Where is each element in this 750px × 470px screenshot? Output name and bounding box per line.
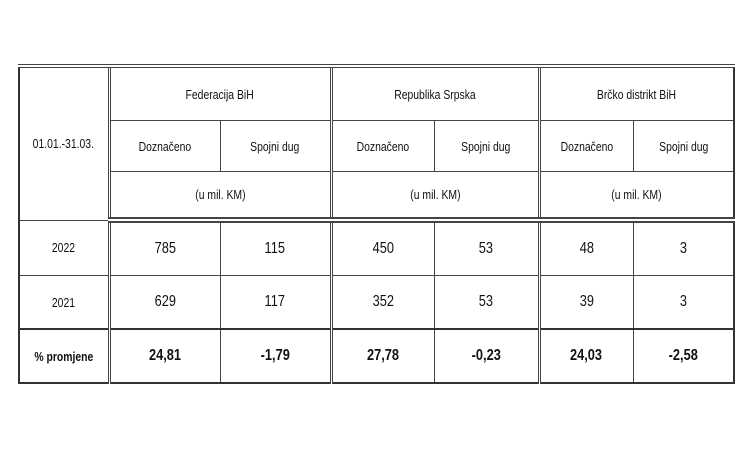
table-row: % promjene 24,81 -1,79 27,78 -0,23 24,03 -2,58 <box>18 328 735 384</box>
unit-header-text: (u mil. KM) <box>611 187 662 202</box>
data-cell-text: 115 <box>264 240 286 257</box>
data-cell-text: 53 <box>478 240 494 257</box>
column-header: Spojni dug <box>219 120 332 172</box>
unit-header: (u mil. KM) <box>107 171 332 223</box>
column-header: Doznačeno <box>329 120 435 172</box>
data-cell-text: 352 <box>372 293 394 310</box>
column-header-text: Doznačeno <box>138 138 192 154</box>
data-cell: 53 <box>433 275 540 330</box>
column-header: Spojni dug <box>632 120 735 172</box>
data-cell-text: 39 <box>579 293 594 310</box>
data-cell-text: 3 <box>679 240 687 257</box>
data-cell-text: 27,78 <box>366 347 400 364</box>
group-header-text: Republika Srpska <box>394 86 476 102</box>
row-label: % promjene <box>18 328 110 384</box>
data-cell-text: 3 <box>679 293 687 310</box>
group-header-text: Brčko distrikt BiH <box>597 86 677 102</box>
data-cell: 629 <box>107 275 221 330</box>
column-header-text: Doznačeno <box>356 138 410 154</box>
data-cell-text: 629 <box>154 293 176 310</box>
unit-header: (u mil. KM) <box>329 171 540 223</box>
data-cell-text: -2,58 <box>668 347 698 364</box>
group-header: Republika Srpska <box>329 64 540 121</box>
column-header: Doznačeno <box>537 120 634 172</box>
data-cell-text: 48 <box>579 240 594 257</box>
data-cell-text: 785 <box>154 240 176 257</box>
column-header-text: Doznačeno <box>560 138 613 154</box>
data-table: 01.01.-31.03. Federacija BiH Republika Srp… <box>18 64 735 384</box>
table-container: 01.01.-31.03. Federacija BiH Republika Srp… <box>18 64 735 384</box>
group-header-text: Federacija BiH <box>185 86 255 102</box>
row-label-text: % promjene <box>34 348 94 364</box>
data-cell: 115 <box>219 219 332 276</box>
table-row: (u mil. KM) (u mil. KM) (u mil. KM) <box>19 171 735 223</box>
unit-header: (u mil. KM) <box>537 171 735 223</box>
data-cell-text: -1,79 <box>260 347 290 364</box>
data-cell: 24,03 <box>537 328 634 384</box>
period-header: 01.01.-31.03. <box>18 64 110 221</box>
table-body: 01.01.-31.03. Federacija BiH Republika Srp… <box>18 64 735 384</box>
data-cell-text: 24,81 <box>148 347 182 364</box>
row-label-text: 2021 <box>52 294 76 310</box>
data-cell: -1,79 <box>219 328 332 384</box>
data-cell: 48 <box>537 219 634 276</box>
unit-header-text: (u mil. KM) <box>194 187 246 202</box>
data-cell-text: -0,23 <box>471 347 501 364</box>
data-cell: 53 <box>433 219 540 276</box>
data-cell: 3 <box>632 275 735 330</box>
table-row: 2021 629 117 352 53 39 3 <box>18 275 735 330</box>
data-cell: 39 <box>537 275 634 330</box>
column-header-text: Spojni dug <box>250 138 300 154</box>
table-row: Doznačeno Spojni dug Doznačeno Spojni dug Do… <box>19 120 735 172</box>
column-header: Doznačeno <box>107 120 221 172</box>
data-cell-text: 24,03 <box>570 347 603 364</box>
data-cell: -2,58 <box>632 328 735 384</box>
data-cell: 27,78 <box>329 328 435 384</box>
period-header-text: 01.01.-31.03. <box>33 136 95 152</box>
group-header: Brčko distrikt BiH <box>537 64 735 121</box>
data-cell: 785 <box>107 219 221 276</box>
row-label-text: 2022 <box>52 240 76 256</box>
table-row: 2022 785 115 450 53 48 3 <box>18 219 735 276</box>
column-header-text: Spojni dug <box>461 138 511 154</box>
data-cell-text: 53 <box>478 293 494 310</box>
data-cell: -0,23 <box>433 328 540 384</box>
data-cell-text: 117 <box>264 293 286 310</box>
unit-header-text: (u mil. KM) <box>409 187 461 202</box>
column-header: Spojni dug <box>433 120 540 172</box>
row-label: 2022 <box>18 219 110 276</box>
data-cell: 352 <box>329 275 435 330</box>
data-cell: 3 <box>632 219 735 276</box>
data-cell-text: 450 <box>372 240 394 257</box>
group-header: Federacija BiH <box>107 64 332 121</box>
data-cell: 117 <box>219 275 332 330</box>
data-cell: 450 <box>329 219 435 276</box>
data-cell: 24,81 <box>107 328 221 384</box>
table-row: 01.01.-31.03. Federacija BiH Republika Srp… <box>18 64 735 221</box>
column-header-text: Spojni dug <box>658 138 708 154</box>
row-label: 2021 <box>18 275 110 330</box>
